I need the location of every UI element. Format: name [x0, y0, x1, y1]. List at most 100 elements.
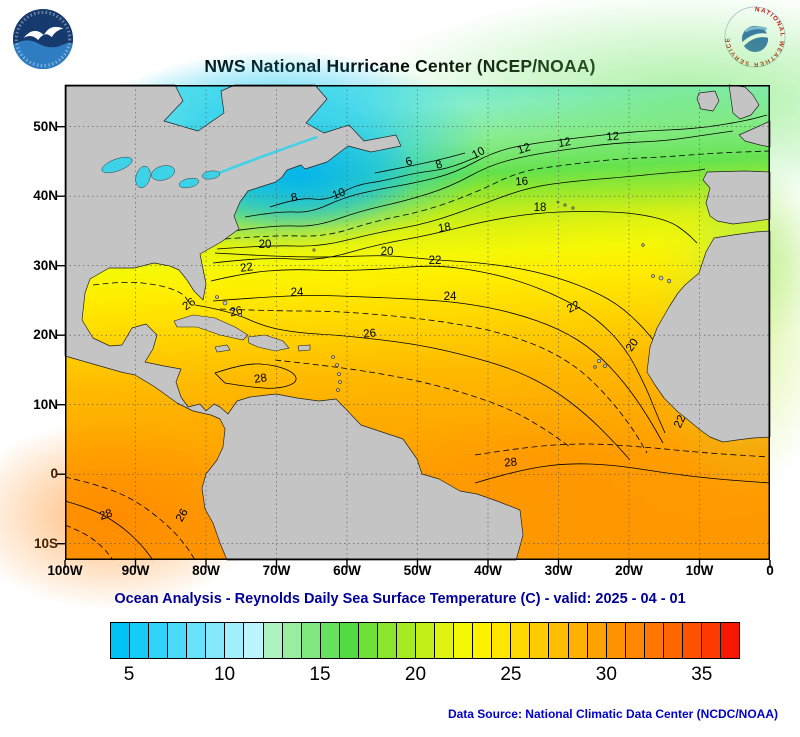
lat-tick-label: 30N	[33, 257, 58, 273]
contour-label: 18	[534, 202, 547, 214]
contour-label: 8	[290, 192, 299, 205]
isotherm-14	[224, 150, 771, 240]
contour-label: 18	[437, 221, 452, 235]
contour-label: 20	[381, 246, 394, 258]
colorbar-cell	[643, 623, 663, 658]
longitude-axis: 100W 90W 80W 70W 60W 50W 40W 30W 20W 10W 0	[47, 563, 773, 583]
isotherm-16	[216, 168, 706, 250]
isotherm-28	[214, 363, 297, 389]
isotherm-25	[219, 308, 648, 454]
colorbar-cell	[111, 623, 130, 658]
colorbar	[110, 622, 740, 659]
contour-label: 12	[606, 130, 620, 143]
noaa-logo	[12, 8, 74, 70]
colorbar-cell	[148, 623, 168, 658]
contour-label: 22	[565, 299, 582, 316]
lat-tick-label: 20N	[33, 327, 58, 343]
colorbar-cell	[700, 623, 720, 658]
sst-map: 6 8 8 10 10 12 12 12 16 18 18 20 20 20 22 22 22 22 24 24 26 2…	[0, 0, 800, 610]
lon-tick-label: 10W	[685, 563, 714, 578]
colorbar-cell	[567, 623, 587, 658]
isotherm-18	[212, 211, 698, 264]
iberia-landmass	[702, 170, 771, 225]
map-caption: Ocean Analysis - Reynolds Daily Sea Surf…	[114, 591, 686, 607]
isotherm-22	[210, 265, 666, 434]
contour-label: 6	[404, 155, 414, 168]
isotherm-28	[64, 500, 154, 561]
isotherm-6	[374, 152, 466, 174]
isotherm-29	[64, 524, 114, 561]
isotherm-27	[274, 359, 571, 448]
colorbar-tick-labels: 5 10 15 20 25 30 35	[110, 664, 740, 688]
land-masses	[64, 84, 771, 561]
jamaica-island	[214, 344, 231, 353]
isotherm-26	[194, 304, 631, 461]
contour-label: 16	[515, 175, 529, 188]
colorbar-cell	[205, 623, 225, 658]
colorbar-cell	[376, 623, 396, 658]
colorbar-tick-label: 20	[404, 664, 427, 685]
contour-label: 12	[516, 141, 532, 156]
contour-label: 24	[444, 291, 457, 303]
colorbar-cell	[129, 623, 149, 658]
contour-label: 28	[504, 456, 518, 469]
colorbar-cell	[453, 623, 473, 658]
britain-landmass	[728, 84, 760, 120]
contour-label: 10	[331, 186, 347, 202]
great-lakes	[101, 135, 318, 189]
isotherm-8	[269, 156, 478, 208]
colorbar-cell	[510, 623, 530, 658]
lon-tick-label: 40W	[474, 563, 502, 578]
colorbar-cell	[605, 623, 625, 658]
sst-contour-lines	[64, 114, 771, 561]
isotherm-25	[92, 281, 190, 304]
colorbar-cell	[395, 623, 415, 658]
isotherm-24	[212, 295, 664, 444]
colorbar-tick-label: 25	[500, 664, 522, 685]
contour-label: 26	[174, 507, 191, 524]
colorbar-cell	[434, 623, 454, 658]
lon-tick-label: 70W	[262, 563, 291, 578]
lon-tick-label: 60W	[333, 563, 361, 578]
colorbar-cell	[186, 623, 206, 658]
contour-label: 20	[259, 239, 272, 251]
colorbar-cell	[319, 623, 339, 658]
colorbar-cell	[491, 623, 511, 658]
hispaniola-island	[247, 334, 290, 352]
contour-label: 26	[228, 305, 243, 320]
isotherm-28	[474, 463, 771, 484]
colorbar-tick-label: 35	[691, 664, 713, 685]
colorbar-cell	[662, 623, 682, 658]
data-source-credit: Data Source: National Climatic Data Cent…	[447, 707, 778, 721]
contour-label: 8	[434, 158, 444, 171]
ireland-landmass	[696, 90, 720, 112]
lon-tick-label: 0	[766, 563, 774, 578]
contour-label: 22	[239, 261, 253, 275]
colorbar-cell	[167, 623, 187, 658]
colorbar-cell	[624, 623, 644, 658]
contour-label: 22	[672, 413, 688, 430]
puerto-rico-island	[297, 344, 311, 352]
colorbar-cell	[472, 623, 492, 658]
colorbar-cell	[548, 623, 568, 658]
contour-label: 28	[253, 372, 267, 386]
caribbean-and-atlantic-islands	[173, 200, 672, 392]
colorbar-cell	[529, 623, 549, 658]
contour-label: 22	[429, 255, 442, 267]
isotherm-27	[474, 443, 771, 458]
colorbar-tick-label: 15	[309, 664, 331, 685]
colorbar-cell	[243, 623, 263, 658]
lat-tick-label: 10N	[33, 396, 58, 412]
lon-tick-label: 90W	[121, 563, 150, 578]
colorbar-cell	[720, 623, 740, 658]
lon-tick-label: 80W	[192, 563, 220, 578]
africa-landmass	[646, 230, 771, 443]
lat-tick-label: 50N	[33, 118, 58, 134]
lon-tick-label: 50W	[403, 563, 432, 578]
colorbar-cell	[300, 623, 320, 658]
colorbar-cell	[281, 623, 301, 658]
contour-label: 24	[291, 287, 304, 299]
colorbar-cell	[586, 623, 606, 658]
